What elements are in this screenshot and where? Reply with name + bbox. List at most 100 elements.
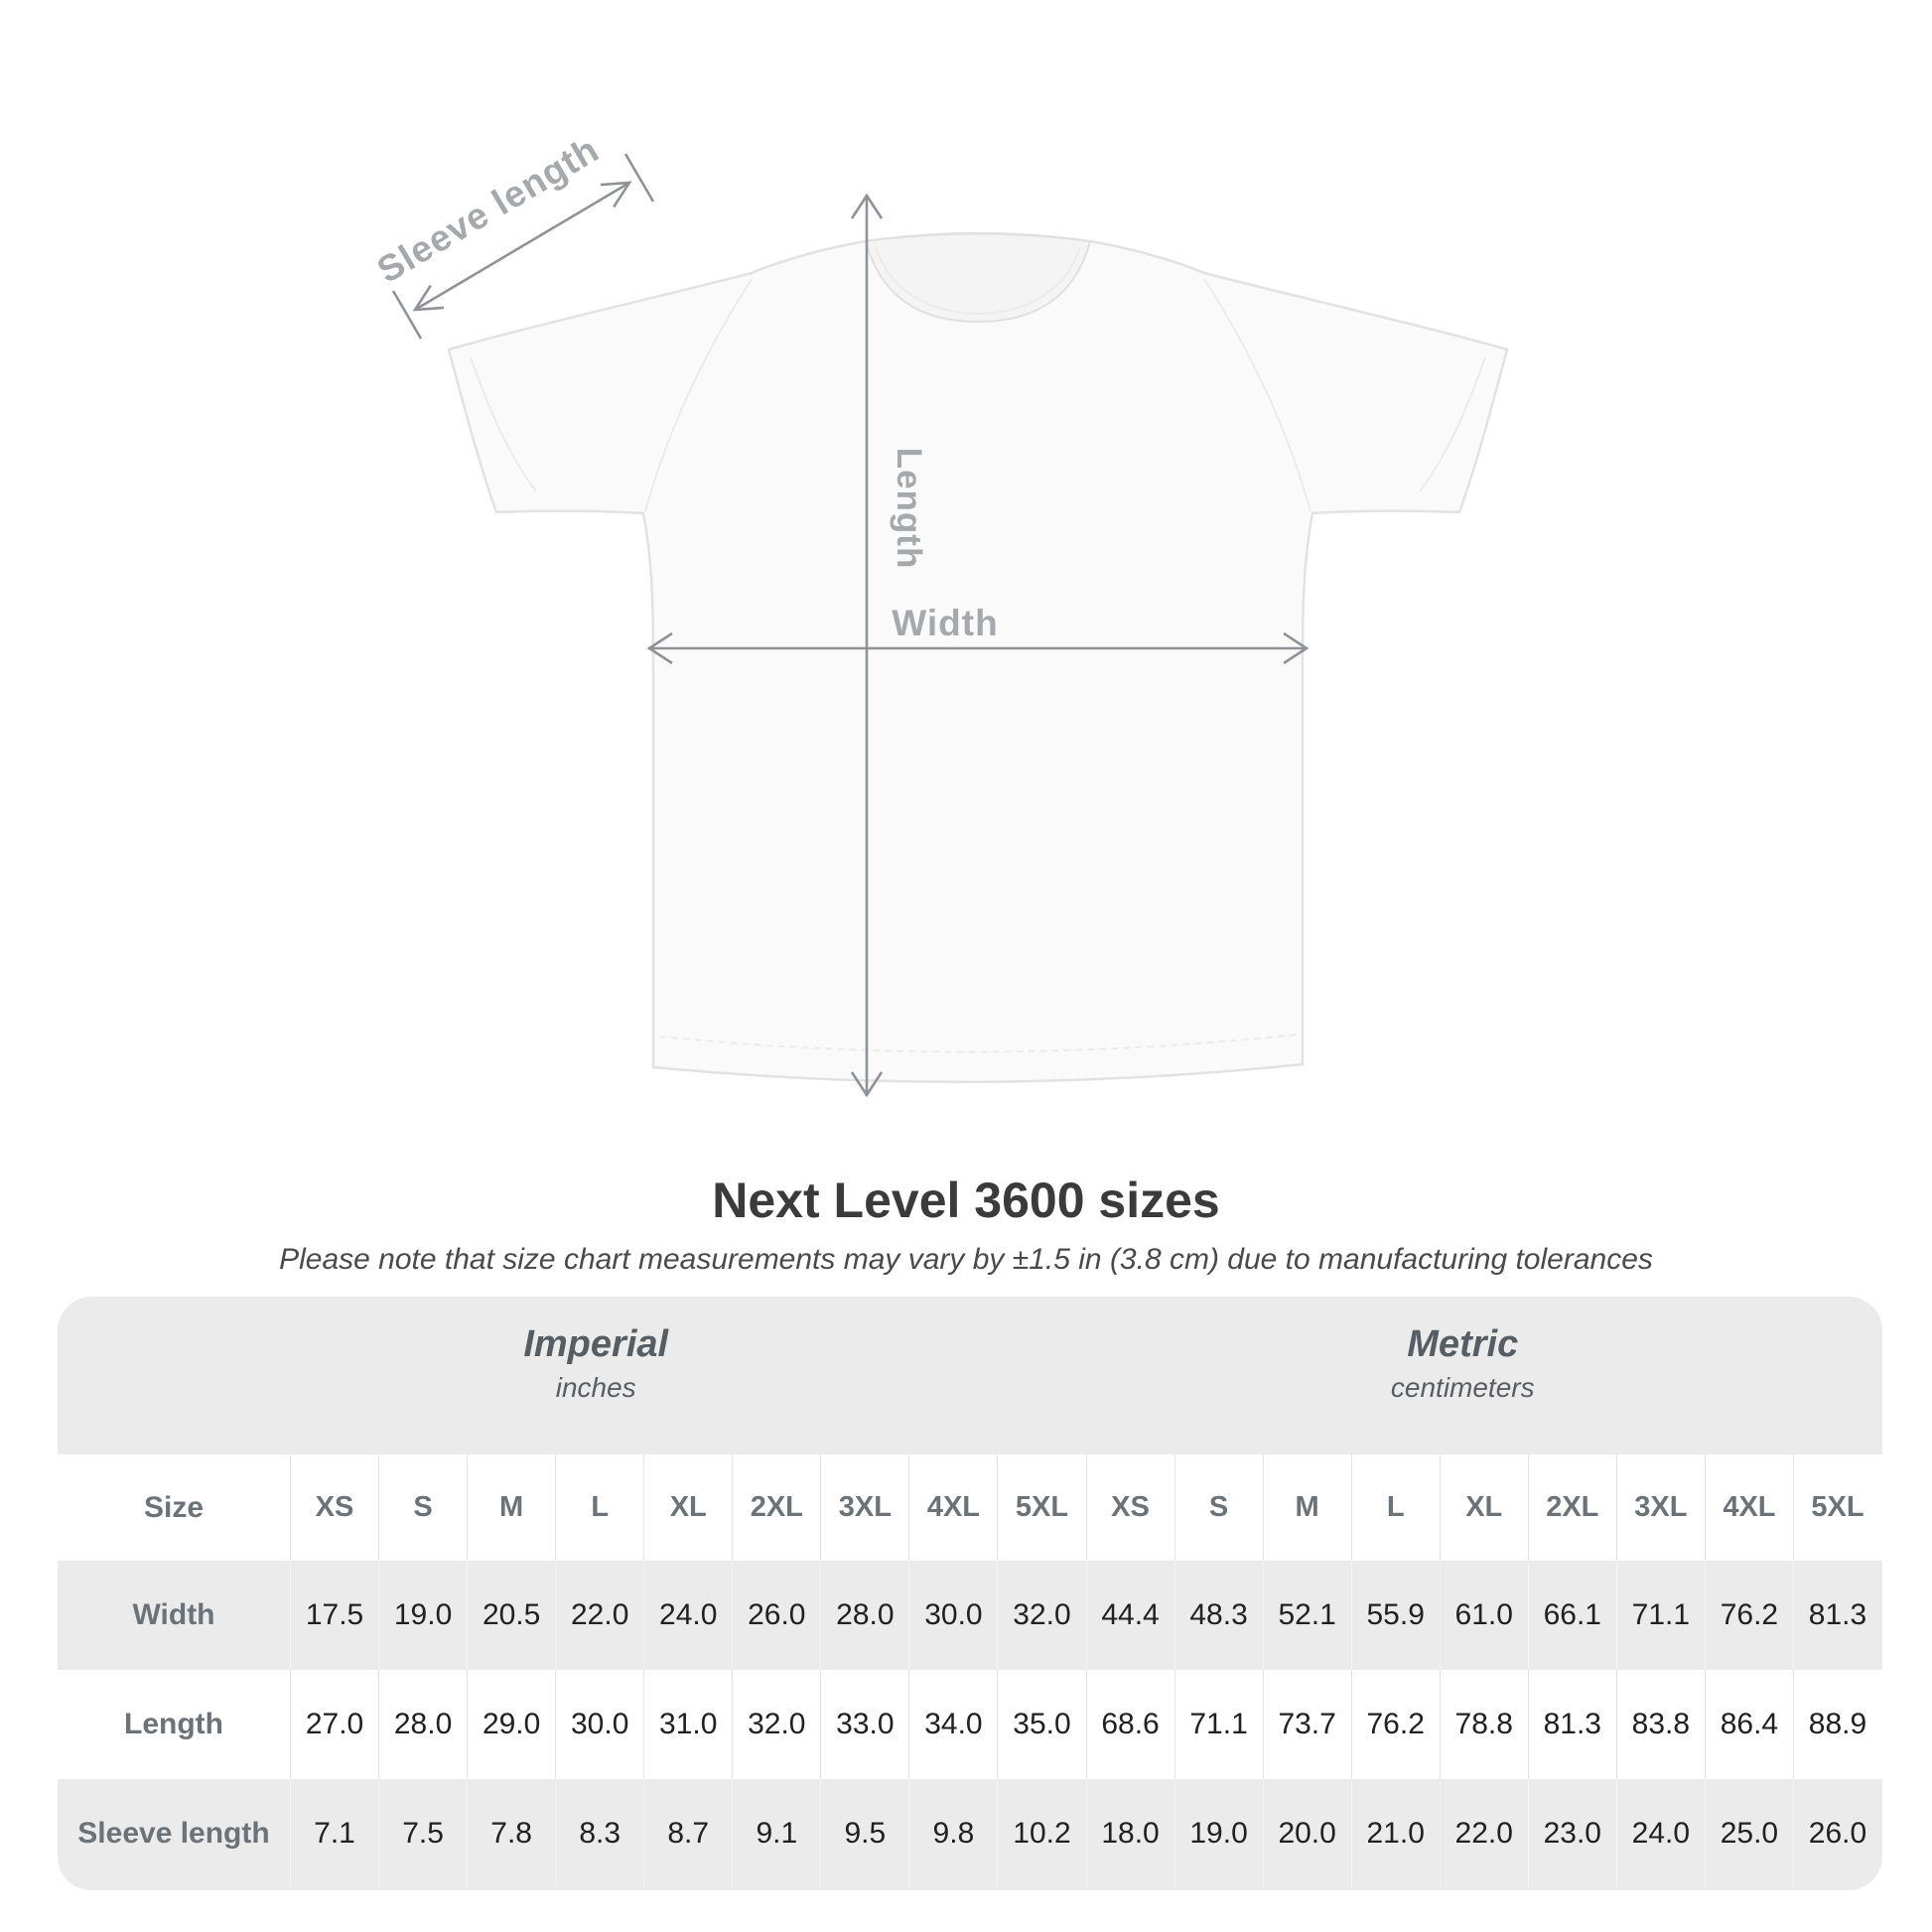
measurement-row: Sleeve length 7.1 7.5 7.8 8.3 8.7 9.1 9.5 9.8 10.… [58, 1779, 1882, 1888]
measurement-value: 7.1 [291, 1779, 380, 1888]
measurement-value: 19.0 [379, 1561, 469, 1670]
tshirt-measurement-diagram: Sleeve length Length Width [370, 129, 1509, 1098]
measurement-value: 9.8 [909, 1779, 999, 1888]
measurement-row: Width 17.5 19.0 20.5 22.0 24.0 26.0 28.0 30.0 32.… [58, 1561, 1882, 1670]
measurement-value: 28.0 [821, 1561, 910, 1670]
size-col-header: XS [1087, 1454, 1175, 1561]
measurement-value: 22.0 [556, 1561, 645, 1670]
size-col-header: M [1264, 1454, 1352, 1561]
measurement-value: 28.0 [379, 1670, 469, 1779]
length-label: Length [890, 448, 928, 570]
measurement-value: 8.7 [644, 1779, 734, 1888]
metric-unit: centimeters [1390, 1372, 1535, 1403]
measurement-value: 83.8 [1617, 1670, 1706, 1779]
heading-block: Next Level 3600 sizes Please note that s… [0, 1172, 1932, 1278]
measurement-value: 24.0 [644, 1561, 734, 1670]
tshirt-illustration [447, 231, 1509, 1084]
size-col-header: S [379, 1454, 469, 1561]
left-armhole-seam [644, 278, 753, 512]
measurement-value: 32.0 [998, 1561, 1087, 1670]
measurement-value: 8.3 [556, 1779, 645, 1888]
size-col-header: 4XL [909, 1454, 999, 1561]
tshirt-body [447, 231, 1509, 1084]
measurement-value: 9.5 [821, 1779, 910, 1888]
measurement-value: 26.0 [1808, 1817, 1867, 1850]
measurement-value: 71.1 [1617, 1561, 1706, 1670]
measurement-value: 66.1 [1529, 1561, 1617, 1670]
size-col-header: M [468, 1454, 557, 1561]
imperial-unit: inches [555, 1372, 636, 1403]
measurement-row-label: Length [58, 1670, 291, 1779]
measurement-value: 22.0 [1441, 1779, 1529, 1888]
size-col-header: 3XL [1617, 1454, 1706, 1561]
measurement-value: 76.2 [1706, 1561, 1794, 1670]
unit-group-metric: Metric centimeters [1391, 1297, 1535, 1454]
measurement-value: 35.0 [998, 1670, 1087, 1779]
tshirt-collar [864, 232, 1092, 324]
size-col-header: L [556, 1454, 645, 1561]
size-header-row: Size XS S M L XL 2XL 3XL 4XL 5XL XS S M L XL 2XL 3XL 4XL 5… [58, 1454, 1882, 1561]
width-label: Width [892, 603, 998, 643]
measurement-value: 10.2 [998, 1779, 1087, 1888]
measurement-value: 88.9 [1808, 1708, 1867, 1740]
measurement-value: 68.6 [1087, 1670, 1175, 1779]
unit-header: Imperial inches Metric centimeters [58, 1297, 1882, 1454]
measurement-value: 19.0 [1175, 1779, 1264, 1888]
measurement-value: 55.9 [1352, 1561, 1441, 1670]
measurement-value: 34.0 [909, 1670, 999, 1779]
measurement-value: 25.0 [1706, 1779, 1794, 1888]
measurement-value: 31.0 [644, 1670, 734, 1779]
size-col-header: 3XL [821, 1454, 910, 1561]
size-col-header: 5XL [1811, 1491, 1864, 1523]
measurement-value: 23.0 [1529, 1779, 1617, 1888]
measurement-value: 29.0 [468, 1670, 557, 1779]
measurement-value: 48.3 [1175, 1561, 1264, 1670]
size-col-header: 2XL [733, 1454, 822, 1561]
measurement-value: 9.1 [733, 1779, 822, 1888]
measurement-row: Length 27.0 28.0 29.0 30.0 31.0 32.0 33.0 34.0 35… [58, 1670, 1882, 1779]
measurement-value: 17.5 [291, 1561, 380, 1670]
measurement-value: 20.5 [468, 1561, 557, 1670]
collar-stitch [875, 246, 1081, 316]
measurement-value: 33.0 [821, 1670, 910, 1779]
size-col-header: L [1352, 1454, 1441, 1561]
right-armhole-seam [1203, 278, 1311, 512]
page-title: Next Level 3600 sizes [712, 1173, 1220, 1228]
measurement-value: 86.4 [1706, 1670, 1794, 1779]
size-col-header: XL [644, 1454, 734, 1561]
measurement-value: 78.8 [1441, 1670, 1529, 1779]
tolerance-note: Please note that size chart measurements… [279, 1243, 1653, 1276]
measurement-value: 30.0 [909, 1561, 999, 1670]
measurement-row-label: Width [58, 1561, 291, 1670]
measurement-value: 44.4 [1087, 1561, 1175, 1670]
size-chart-panel: Imperial inches Metric centimeters Size X… [58, 1297, 1882, 1890]
size-col-header: XL [1441, 1454, 1529, 1561]
size-table: Size XS S M L XL 2XL 3XL 4XL 5XL XS S M L XL 2XL 3XL 4XL 5… [58, 1454, 1882, 1888]
size-col-header: 4XL [1706, 1454, 1794, 1561]
right-cuff-stitch [1419, 356, 1486, 492]
measurement-value: 7.8 [468, 1779, 557, 1888]
measurement-value: 32.0 [733, 1670, 822, 1779]
size-col-header: S [1175, 1454, 1264, 1561]
length-arrow [850, 193, 884, 1098]
measurement-value: 61.0 [1441, 1561, 1529, 1670]
measurement-row-label: Sleeve length [58, 1779, 291, 1888]
unit-group-imperial: Imperial inches [523, 1297, 668, 1454]
hem-stitch [658, 1034, 1298, 1053]
size-col-header: 5XL [998, 1454, 1087, 1561]
measurement-value: 18.0 [1087, 1779, 1175, 1888]
measurement-value: 76.2 [1352, 1670, 1441, 1779]
measurement-value: 81.3 [1529, 1670, 1617, 1779]
width-arrow [646, 631, 1310, 665]
measurement-value: 30.0 [556, 1670, 645, 1779]
metric-label: Metric [1407, 1323, 1519, 1365]
measurement-value: 81.3 [1808, 1598, 1867, 1631]
measurement-value: 52.1 [1264, 1561, 1352, 1670]
imperial-label: Imperial [523, 1323, 669, 1365]
measurement-value: 71.1 [1175, 1670, 1264, 1779]
size-corner-label: Size [58, 1454, 291, 1561]
measurement-value: 73.7 [1264, 1670, 1352, 1779]
measurement-value: 7.5 [379, 1779, 469, 1888]
measurement-value: 27.0 [291, 1670, 380, 1779]
